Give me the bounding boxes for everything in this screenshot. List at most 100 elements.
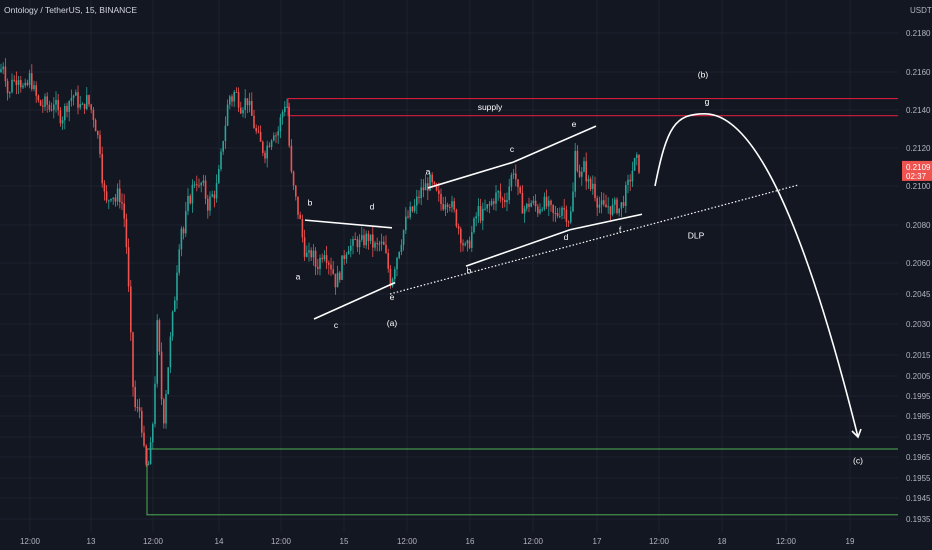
trendlines[interactable] [304,125,799,320]
candle-down [585,161,587,182]
candle-up [475,216,477,219]
candle-up [68,101,70,112]
time-tick-label: 12:00 [20,537,41,546]
candle-up [277,131,279,136]
candle-up [345,254,348,259]
candle-up [308,250,310,253]
candle-down [356,239,359,248]
candle-up [510,175,513,187]
candle-down [251,100,253,116]
trend-bd-2[interactable] [465,228,571,267]
candle-up [530,202,532,207]
time-tick-label: 16 [466,537,475,546]
price-tick-label: 0.1935 [906,515,931,524]
candle-down [127,247,130,287]
candle-down [253,115,255,129]
projection-curve[interactable] [654,112,859,438]
candle-up [226,104,229,126]
candle-up [11,79,13,93]
candle-down [97,131,99,135]
price-tick-label: 0.2160 [906,68,931,77]
candle-down [528,203,530,207]
price-tick-label: 0.2100 [906,182,931,191]
candle-up [244,98,246,110]
last-price-value: 0.2109 [906,163,931,172]
candle-down [442,203,444,210]
price-tick-label: 0.1965 [906,453,931,462]
trend-ac-2[interactable] [427,161,514,189]
wave-label-b: b [467,265,472,275]
candle-up [532,200,535,203]
candle-down [6,81,9,94]
price-tick-label: 0.2030 [906,320,931,329]
candle-down [554,212,557,214]
candle-up [490,201,493,205]
candle-up [2,66,4,70]
candle-up [323,255,326,260]
candle-down [440,193,442,204]
candle-down [310,250,312,258]
price-tick-label: 0.2120 [906,144,931,153]
price-tick-label: 0.1995 [906,392,931,401]
candle-up [559,216,561,218]
candle-down [563,207,565,210]
candle-down [290,145,293,172]
candle-up [187,195,189,212]
candle-up [319,257,321,269]
candle-up [116,188,119,202]
candle-down [119,188,121,203]
projection-arrowhead [851,428,862,439]
candle-down [378,243,381,245]
candle-up [64,106,66,121]
candle-down [418,196,420,199]
candle-down [332,269,334,274]
time-tick-label: 13 [87,537,96,546]
time-tick-label: 14 [215,537,224,546]
candle-up [306,252,308,257]
candle-up [286,106,288,108]
trend-ce-2[interactable] [512,125,597,163]
candle-up [396,257,398,270]
candle-up [112,197,114,200]
candle-down [578,171,581,177]
candle-down [328,262,330,265]
candle-down [57,100,59,111]
candle-up [180,228,183,250]
candle-down [237,92,240,108]
candle-down [163,399,165,424]
trend-df-2[interactable] [569,213,643,231]
candle-down [605,204,607,208]
candle-down [457,226,460,229]
candle-down [460,228,462,244]
candle-down [297,196,299,215]
candle-up [178,249,180,273]
candle-down [103,183,106,192]
candle-down [504,199,506,203]
dlp-line[interactable] [389,184,799,295]
candle-up [451,201,453,208]
candle-up [273,135,275,141]
candle-down [182,228,185,234]
trend-bd-1[interactable] [304,219,393,229]
candle-down [594,183,596,199]
candle-down [132,332,134,387]
candle-down [196,184,198,186]
wave-labels: a b c d e (a) a b c d e f DLP (b) g (c) [296,70,863,466]
currency-label: USDT [910,6,932,15]
wave-label-a: a [296,272,301,282]
candle-up [600,200,603,205]
candles[interactable] [0,58,640,467]
candle-up [281,112,284,118]
candle-up [336,272,339,288]
wave-label-b: (b) [698,70,709,80]
wave-label-d: d [370,201,375,211]
candle-up [149,442,152,465]
candle-down [295,185,297,197]
projection[interactable] [654,112,862,439]
candle-up [75,92,77,96]
candle-up [222,141,224,152]
trend-ce-1[interactable] [313,281,396,320]
candle-down [407,216,409,218]
